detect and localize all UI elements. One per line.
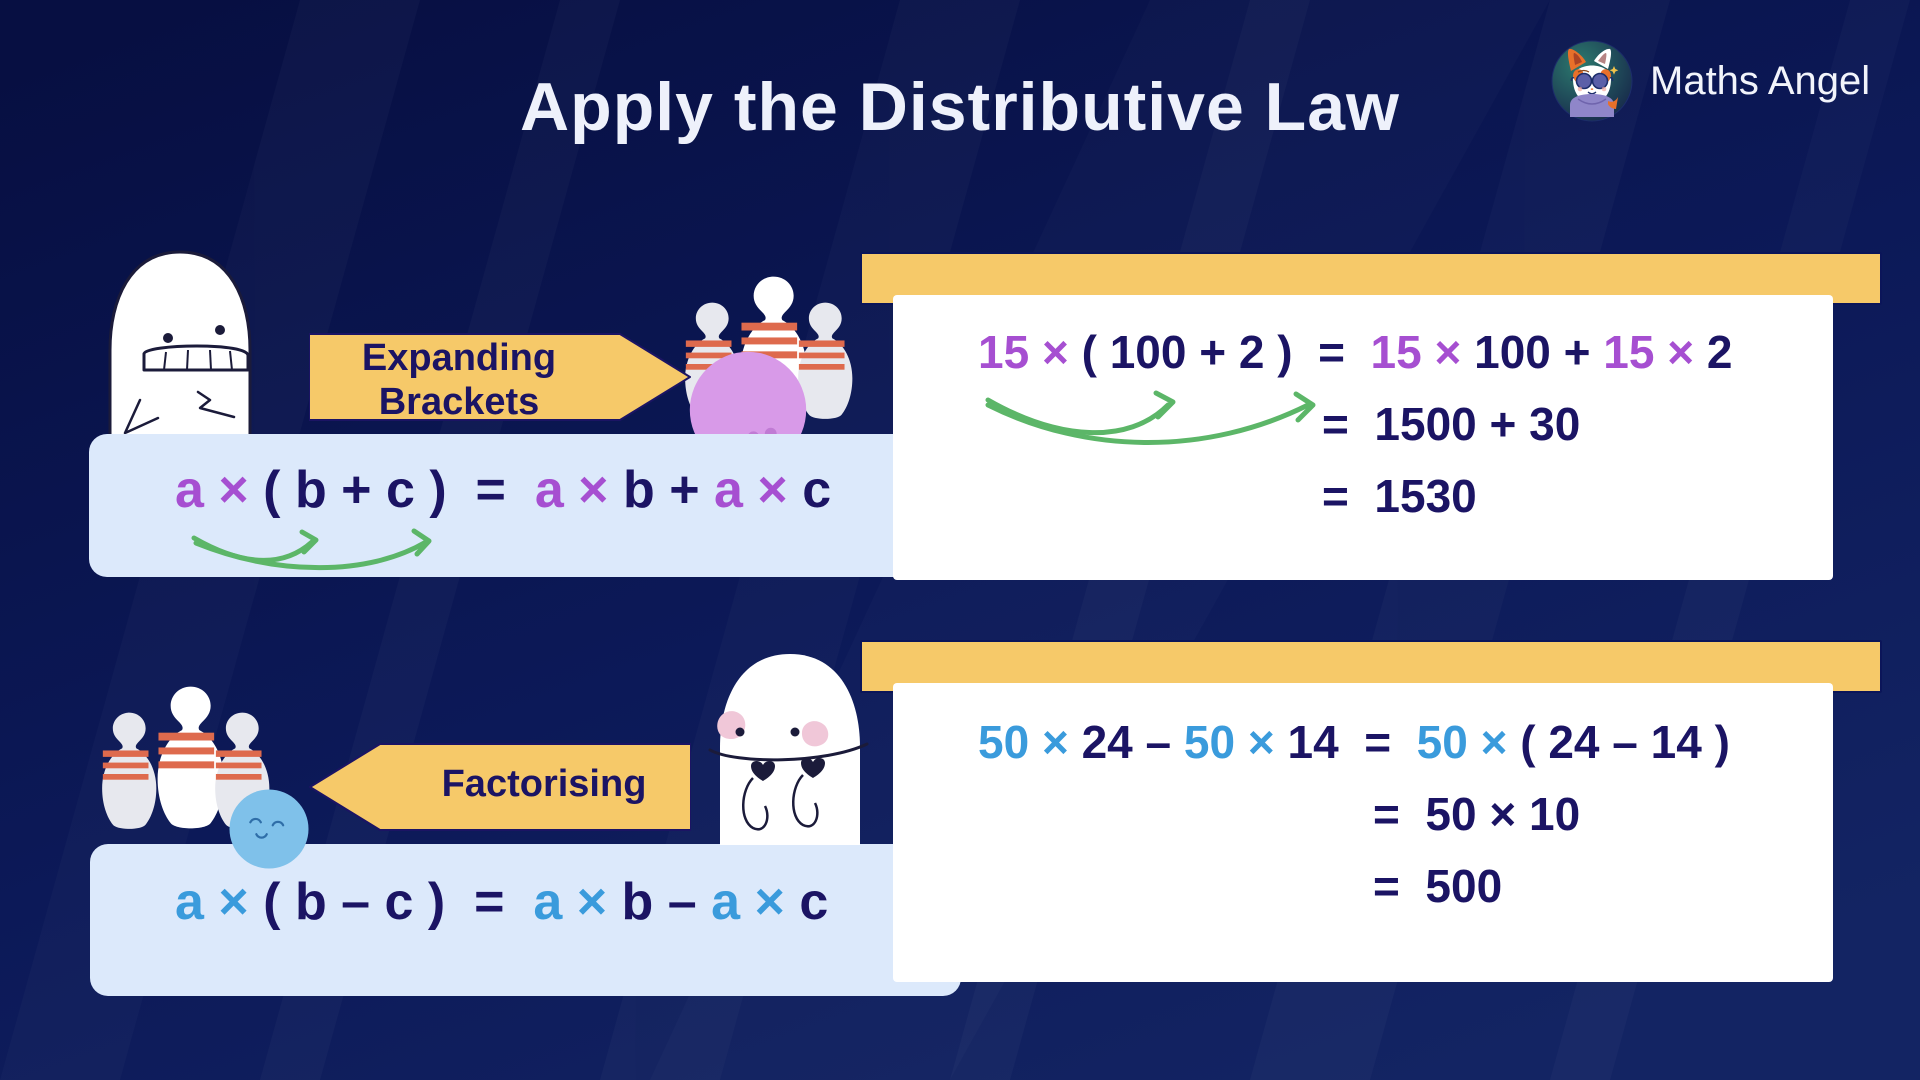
svg-text:Brackets: Brackets — [379, 381, 540, 423]
svg-text:Expanding: Expanding — [362, 337, 556, 379]
svg-text:Factorising: Factorising — [442, 763, 647, 805]
